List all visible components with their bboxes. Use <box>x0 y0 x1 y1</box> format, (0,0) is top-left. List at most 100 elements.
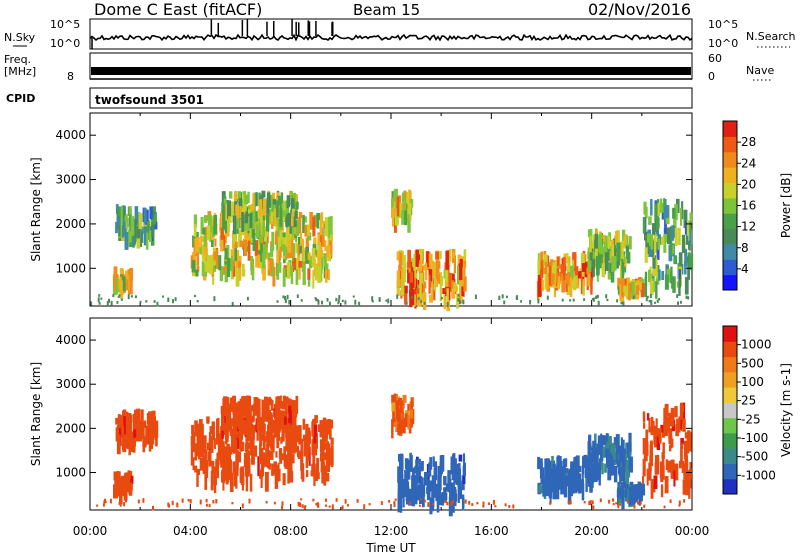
echo-cell <box>625 283 629 297</box>
echo-cell <box>285 233 288 247</box>
ground-scatter <box>446 301 449 307</box>
ground-scatter <box>482 505 485 508</box>
echo-cell <box>258 243 261 258</box>
echo-cell <box>234 443 238 454</box>
echo-cell <box>245 474 249 492</box>
echo-cell <box>259 453 263 463</box>
nsky-trace <box>89 33 693 42</box>
echo-cell <box>656 430 661 451</box>
echo-cell <box>599 238 602 255</box>
ground-scatter <box>328 301 331 307</box>
echo-cell <box>433 272 437 291</box>
echo-cell <box>290 452 293 471</box>
echo-cell <box>431 475 435 489</box>
echo-cell <box>294 435 298 453</box>
echo-cell <box>316 218 320 229</box>
echo-cell <box>662 442 665 460</box>
ground-scatter <box>476 501 479 505</box>
ground-scatter <box>338 295 341 300</box>
echo-cell <box>450 273 454 289</box>
echo-cell <box>681 201 684 220</box>
ground-scatter <box>616 299 619 303</box>
echo-cell <box>413 486 418 499</box>
echo-cell <box>652 269 657 277</box>
echo-cell <box>287 466 290 484</box>
echo-cell <box>297 216 302 234</box>
ground-scatter <box>676 294 679 298</box>
echo-cell <box>283 241 287 256</box>
echo-cell <box>570 483 574 497</box>
ground-scatter <box>637 500 640 505</box>
echo-cell <box>191 260 196 273</box>
ground-scatter <box>418 504 421 507</box>
ground-scatter <box>116 301 119 304</box>
echo-cell <box>207 262 211 273</box>
echo-cell <box>684 260 687 275</box>
echo-cell <box>396 284 399 294</box>
echo-cell <box>396 400 399 420</box>
echo-cell <box>283 397 286 405</box>
y-tick-label: 1000 <box>55 465 86 479</box>
ground-scatter <box>246 296 249 301</box>
echo-cell <box>589 453 593 470</box>
echo-cell <box>648 462 652 481</box>
echo-cell <box>611 244 615 257</box>
echo-cell <box>238 430 243 449</box>
echo-cell <box>650 416 654 433</box>
echo-cell <box>663 227 667 240</box>
echo-cell <box>312 269 315 289</box>
echo-cell <box>658 428 662 443</box>
echo-cell <box>133 218 137 238</box>
echo-cell <box>317 242 321 260</box>
echo-cell <box>413 497 418 505</box>
echo-cell <box>270 414 273 434</box>
echo-cell <box>653 475 658 490</box>
echo-cell <box>287 239 292 253</box>
echo-cell <box>572 252 577 269</box>
echo-cell <box>667 460 672 473</box>
echo-cell <box>401 417 406 434</box>
echo-cell <box>241 441 245 452</box>
echo-cell <box>235 449 239 466</box>
ground-scatter <box>678 504 681 507</box>
echo-cell <box>263 229 267 242</box>
echo-cell <box>124 215 128 222</box>
echo-cell <box>451 482 455 503</box>
echo-cell <box>274 408 279 421</box>
echo-cell <box>249 212 253 229</box>
echo-cell <box>298 425 302 445</box>
echo-cell <box>255 211 258 222</box>
echo-cell <box>239 468 243 483</box>
echo-cell <box>670 459 675 479</box>
echo-cell <box>620 437 623 455</box>
echo-cell <box>455 469 459 485</box>
echo-cell <box>255 192 258 207</box>
echo-cell <box>250 417 253 429</box>
echo-cell <box>201 236 205 243</box>
echo-cell <box>244 229 248 247</box>
echo-cell <box>619 467 622 484</box>
echo-cell <box>626 251 631 264</box>
echo-cell <box>412 258 416 268</box>
echo-cell <box>321 234 325 247</box>
echo-cell <box>567 271 571 286</box>
nave-right-tick-bottom: 0 <box>708 70 715 83</box>
echo-cell <box>429 294 434 303</box>
echo-cell <box>443 294 446 310</box>
echo-cell <box>122 228 125 238</box>
echo-cell <box>311 439 314 456</box>
echo-cell <box>221 430 224 450</box>
ground-scatter <box>363 504 366 509</box>
echo-cell <box>213 215 218 235</box>
colorbar-swatch <box>723 151 737 168</box>
echo-cell <box>439 462 443 470</box>
echo-cell <box>684 277 689 295</box>
ground-scatter <box>427 502 430 508</box>
echo-cell <box>404 206 408 226</box>
echo-cell <box>613 465 618 483</box>
echo-cell <box>653 234 657 253</box>
echo-cell <box>143 208 147 224</box>
echo-cell <box>429 480 433 491</box>
echo-cell <box>129 209 132 226</box>
nsky-right-tick-bottom: 10^0 <box>708 37 739 50</box>
